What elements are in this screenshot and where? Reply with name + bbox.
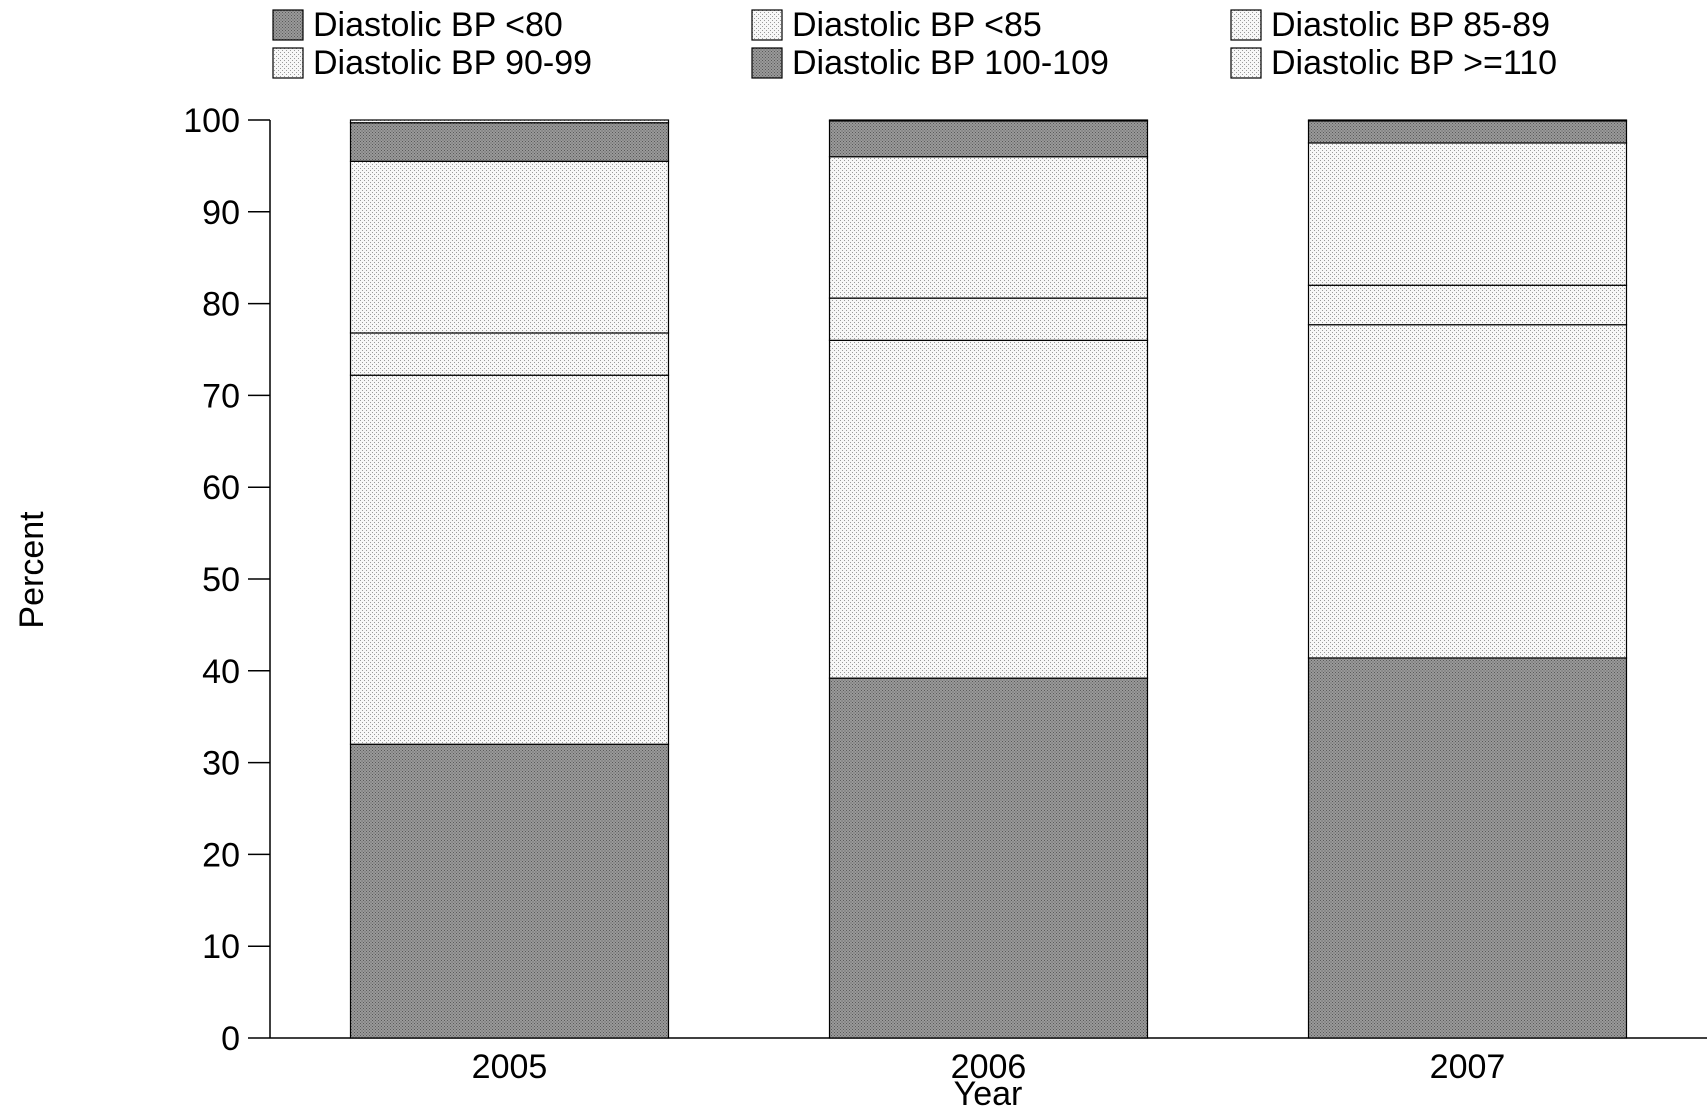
bar-segment-2006-series-0: [828, 677, 1149, 1039]
legend-item: Diastolic BP <85: [751, 6, 1042, 44]
bar-segment-2006-series-1: [828, 339, 1149, 679]
legend-label: Diastolic BP >=110: [1271, 44, 1557, 82]
legend-item: Diastolic BP 90-99: [272, 44, 592, 82]
legend-item: Diastolic BP <80: [272, 6, 563, 44]
bar-segment-2007-series-4: [1307, 120, 1628, 144]
bar-segment-2006-series-2: [828, 297, 1149, 341]
bar-segment-2007-series-0: [1307, 657, 1628, 1039]
y-tick-label: 80: [202, 286, 240, 324]
y-tick-label: 40: [202, 653, 240, 691]
bar-segment-2006-series-3: [828, 156, 1149, 299]
legend-label: Diastolic BP 100-109: [792, 44, 1109, 82]
x-axis-title: Year: [954, 1075, 1023, 1113]
x-tick-label: 2005: [472, 1048, 548, 1086]
bar-segment-2007-series-1: [1307, 324, 1628, 659]
x-tick-label: 2006: [951, 1048, 1027, 1086]
legend-label: Diastolic BP 85-89: [1271, 6, 1550, 44]
y-tick-label: 60: [202, 469, 240, 507]
bar-segment-2006-series-4: [828, 120, 1149, 158]
bar-segment-2005-series-2: [349, 332, 670, 376]
bar-segment-2005-series-0: [349, 743, 670, 1039]
legend-swatch: [751, 47, 783, 79]
bar-segment-2007-series-2: [1307, 284, 1628, 326]
bar-segment-2005-series-1: [349, 374, 670, 745]
legend-item: Diastolic BP >=110: [1230, 44, 1557, 82]
legend-label: Diastolic BP <80: [313, 6, 563, 44]
bars: [349, 119, 1628, 1039]
legend-swatch: [1230, 9, 1262, 41]
bar-segment-2005-series-3: [349, 160, 670, 334]
bar-group-2006: [828, 119, 1149, 1039]
legend-swatch: [751, 9, 783, 41]
legend-swatch: [272, 9, 304, 41]
y-tick-label: 30: [202, 745, 240, 783]
x-tick-label: 2007: [1430, 1048, 1506, 1086]
legend-label: Diastolic BP <85: [792, 6, 1042, 44]
y-tick-label: 50: [202, 561, 240, 599]
bar-group-2005: [349, 119, 670, 1039]
y-tick-label: 70: [202, 377, 240, 415]
bar-group-2007: [1307, 119, 1628, 1039]
legend-label: Diastolic BP 90-99: [313, 44, 592, 82]
legend-item: Diastolic BP 100-109: [751, 44, 1109, 82]
legend-item: Diastolic BP 85-89: [1230, 6, 1550, 44]
legend-swatch: [272, 47, 304, 79]
bar-segment-2005-series-4: [349, 122, 670, 162]
bar-segment-2007-series-5: [1307, 119, 1628, 122]
y-tick-label: 20: [202, 836, 240, 874]
bar-segment-2005-series-5: [349, 119, 670, 124]
y-tick-label: 10: [202, 928, 240, 966]
legend: Diastolic BP <80 Diastolic BP <85 Diastoli…: [272, 6, 1557, 82]
y-axis-title: Percent: [13, 511, 51, 629]
y-tick-label: 0: [221, 1020, 240, 1058]
y-tick-label: 100: [183, 102, 240, 140]
legend-swatch: [1230, 47, 1262, 79]
bar-segment-2007-series-3: [1307, 142, 1628, 286]
y-axis: 0 10 20 30 40 50 60 70 80 90 100: [183, 102, 271, 1058]
y-tick-label: 90: [202, 194, 240, 232]
bar-segment-2006-series-5: [828, 119, 1149, 122]
